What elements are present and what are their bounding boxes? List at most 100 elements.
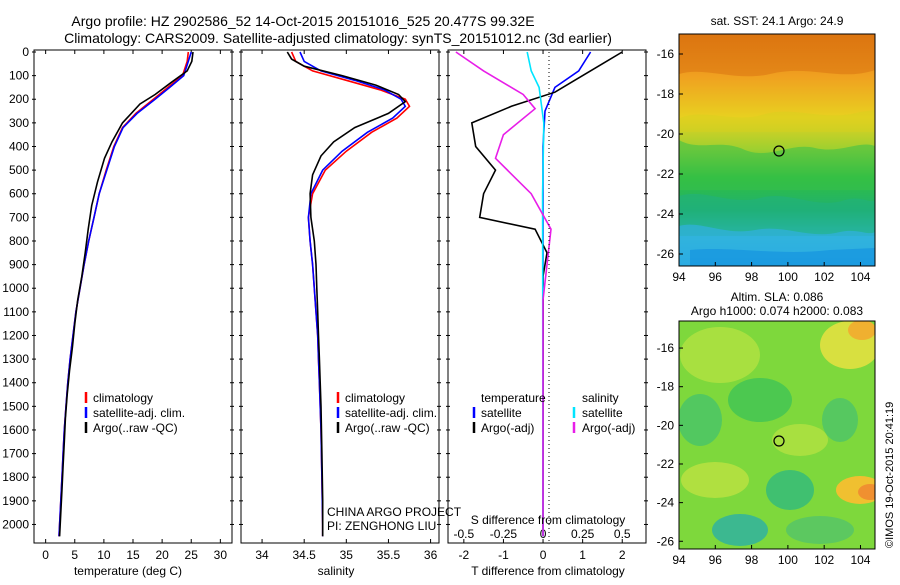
map-y-tick-label: -22	[657, 167, 675, 181]
argo-location-marker-sla	[773, 435, 785, 447]
x-tick-label: 34.5	[293, 548, 317, 562]
y-tick-label: 1200	[2, 328, 29, 342]
map-y-tick-label: -18	[657, 87, 675, 101]
y-tick-label: 1600	[2, 423, 29, 437]
x-tick-label: 36	[424, 548, 438, 562]
difference-legend: temperature satellite Argo(-adj) salinit…	[472, 391, 635, 435]
map-x-tick-label: 96	[709, 270, 723, 284]
x-tick-label: 35	[340, 548, 354, 562]
y-tick-label: 2000	[2, 517, 29, 531]
map-y-tick-label: -26	[657, 534, 675, 548]
map-x-tick-label: 98	[745, 553, 759, 567]
y-tick-label: 400	[9, 139, 29, 153]
y-tick-label: 1000	[2, 281, 29, 295]
legend-s-argo: Argo(-adj)	[582, 421, 635, 435]
y-tick-label: 1700	[2, 447, 29, 461]
y-tick-label: 500	[9, 163, 29, 177]
legend-temperature-title: temperature	[481, 391, 546, 405]
figure-title-line2: Climatology: CARS2009. Satellite-adjuste…	[64, 30, 612, 46]
legend-satellite-adj: satellite-adj. clim.	[345, 406, 437, 420]
series-line	[542, 51, 592, 537]
project-credit: CHINA ARGO PROJECT	[327, 505, 462, 519]
series-line	[299, 51, 407, 537]
x-tick-label: 30	[214, 548, 228, 562]
y-tick-label: 300	[9, 116, 29, 130]
legend-t-satellite: satellite	[481, 406, 522, 420]
map-x-tick-label: 104	[850, 553, 870, 567]
map-x-tick-label: 94	[672, 553, 686, 567]
y-tick-label: 1800	[2, 470, 29, 484]
x-tick-label: 5	[71, 548, 78, 562]
y-tick-label: 1100	[3, 305, 29, 319]
sst-map-title: sat. SST: 24.1 Argo: 24.9	[711, 14, 844, 28]
y-tick-label: 900	[9, 258, 29, 272]
legend-argo: Argo(..raw -QC)	[93, 421, 178, 435]
temperature-axis: 0 5 10 15 20 25 300100200300400500600700800900…	[2, 45, 234, 562]
s-tick-label: -0.25	[490, 527, 518, 541]
map-x-tick-label: 94	[672, 270, 686, 284]
temperature-series	[58, 51, 194, 537]
series-line	[470, 51, 623, 537]
y-tick-label: 1500	[2, 399, 29, 413]
legend-climatology: climatology	[93, 391, 153, 405]
map-y-tick-label: -24	[657, 207, 675, 221]
y-tick-label: 1300	[2, 352, 29, 366]
temperature-xlabel: temperature (deg C)	[74, 564, 182, 578]
map-y-tick-label: -16	[657, 341, 675, 355]
y-tick-label: 0	[22, 45, 29, 59]
map-x-tick-label: 102	[814, 553, 834, 567]
sla-map-axes: 94 96 98 100 102 104 -16 -18 -20 -22 -24 -26	[657, 341, 871, 567]
legend-s-satellite: satellite	[582, 406, 623, 420]
imos-credit: ©IMOS 19-Oct-2015 20:41:19	[884, 402, 896, 548]
s-tick-label: -0.5	[453, 527, 474, 541]
salinity-series	[286, 51, 411, 537]
x-tick-label: 34	[255, 548, 269, 562]
pi-credit: PI: ZENGHONG LIU	[327, 519, 436, 533]
map-y-tick-label: -24	[657, 496, 675, 510]
map-y-tick-label: -20	[657, 127, 675, 141]
legend-t-argo: Argo(-adj)	[481, 421, 534, 435]
y-tick-label: 1400	[2, 376, 29, 390]
sla-map-title-line2: Argo h1000: 0.074 h2000: 0.083	[691, 304, 863, 318]
map-y-tick-label: -26	[657, 247, 675, 261]
map-x-tick-label: 100	[778, 270, 798, 284]
map-y-tick-label: -22	[657, 457, 675, 471]
sla-map-title-line1: Altim. SLA: 0.086	[731, 290, 824, 304]
y-tick-label: 600	[9, 187, 29, 201]
x-tick-label: 25	[185, 548, 199, 562]
map-x-tick-label: 98	[745, 270, 759, 284]
map-y-tick-label: -20	[657, 418, 675, 432]
sla-map	[679, 321, 875, 549]
diff-xlabel-S: S difference from climatology	[471, 513, 626, 527]
map-y-tick-label: -18	[657, 380, 675, 394]
series-line	[58, 51, 194, 537]
salinity-axis: 34 34.5 35 35.5 36	[239, 50, 441, 562]
x-tick-label: 0	[540, 548, 547, 562]
series-line	[290, 51, 411, 537]
sst-map	[679, 34, 875, 266]
x-tick-label: 0	[42, 548, 49, 562]
x-tick-label: 15	[126, 548, 140, 562]
difference-series	[455, 51, 623, 537]
s-tick-label: 0.5	[614, 527, 631, 541]
series-line	[455, 51, 552, 537]
series-line	[286, 51, 407, 537]
salinity-legend: climatology satellite-adj. clim. Argo(..…	[336, 391, 437, 435]
x-tick-label: 20	[155, 548, 169, 562]
difference-axis: -2 -1 0 1 2-0.5 -0.25 0 0.25 0.5	[446, 50, 648, 562]
y-tick-label: 700	[9, 210, 29, 224]
x-tick-label: -2	[459, 548, 470, 562]
s-tick-label: 0.25	[571, 527, 595, 541]
temperature-legend: climatology satellite-adj. clim. Argo(..…	[84, 391, 185, 435]
legend-satellite-adj: satellite-adj. clim.	[93, 406, 185, 420]
legend-climatology: climatology	[345, 391, 405, 405]
map-x-tick-label: 104	[850, 270, 870, 284]
sst-map-axes: 94 96 98 100 102 104 -16 -18 -20 -22 -24 -26	[657, 47, 871, 284]
map-x-tick-label: 96	[709, 553, 723, 567]
y-tick-label: 1900	[2, 494, 29, 508]
figure-title-line1: Argo profile: HZ 2902586_52 14-Oct-2015 …	[71, 13, 534, 29]
map-y-tick-label: -16	[657, 47, 675, 61]
x-tick-label: 2	[619, 548, 626, 562]
difference-panel	[447, 49, 647, 544]
